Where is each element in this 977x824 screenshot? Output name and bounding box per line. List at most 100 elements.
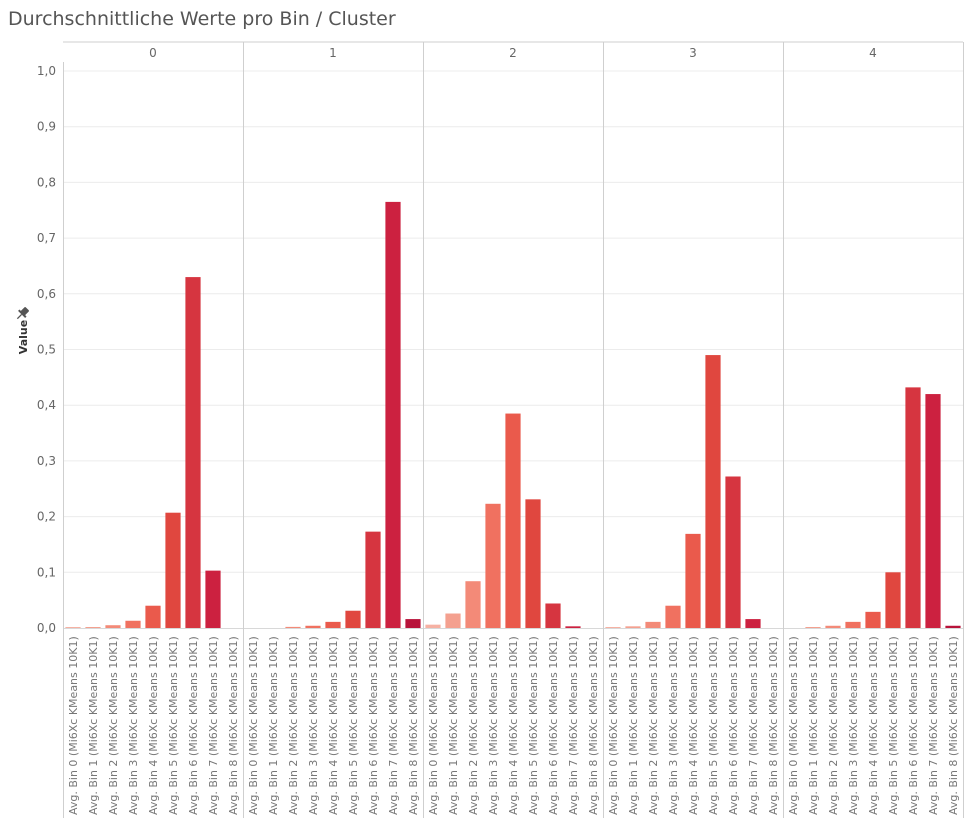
x-category-label: Avg. Bin 6 (Mi6Xc KMeans 10K1) <box>547 636 560 815</box>
x-category-label: Avg. Bin 4 (Mi6Xc KMeans 10K1) <box>147 636 160 815</box>
panel-header-4: 4 <box>869 46 877 60</box>
y-tick-label: 0,6 <box>37 287 56 301</box>
bar-cluster-1-bin-8[interactable] <box>405 619 421 628</box>
x-category-label: Avg. Bin 6 (Mi6Xc KMeans 10K1) <box>907 636 920 815</box>
y-tick-label: 0,8 <box>37 175 56 189</box>
x-category-label: Avg. Bin 7 (Mi6Xc KMeans 10K1) <box>567 636 580 815</box>
bar-cluster-3-bin-4[interactable] <box>685 533 701 628</box>
y-tick-label: 0,3 <box>37 454 56 468</box>
bar-cluster-2-bin-2[interactable] <box>465 581 481 628</box>
panel-headers: 0 1 2 3 4 <box>149 46 877 60</box>
bar-cluster-2-bin-3[interactable] <box>485 503 501 628</box>
y-tick-label: 0,0 <box>37 621 56 635</box>
bar-cluster-4-bin-3[interactable] <box>845 621 861 628</box>
bar-cluster-0-bin-7[interactable] <box>205 570 221 628</box>
x-category-label: Avg. Bin 2 (Mi6Xc KMeans 10K1) <box>647 636 660 815</box>
x-category-label: Avg. Bin 1 (Mi6Xc KMeans 10K1) <box>807 636 820 815</box>
x-category-label: Avg. Bin 7 (Mi6Xc KMeans 10K1) <box>927 636 940 815</box>
bar-cluster-1-bin-5[interactable] <box>345 610 361 628</box>
bar-cluster-2-bin-0[interactable] <box>425 624 441 628</box>
x-category-label: Avg. Bin 7 (Mi6Xc KMeans 10K1) <box>387 636 400 815</box>
bar-cluster-3-bin-1[interactable] <box>625 626 641 628</box>
bar-cluster-1-bin-6[interactable] <box>365 531 381 628</box>
x-category-label: Avg. Bin 8 (Mi6Xc KMeans 10K1) <box>947 636 960 815</box>
bar-cluster-2-bin-1[interactable] <box>445 613 461 628</box>
bar-cluster-0-bin-3[interactable] <box>125 620 141 628</box>
bar-cluster-3-bin-0[interactable] <box>605 627 621 628</box>
x-category-label: Avg. Bin 1 (Mi6Xc KMeans 10K1) <box>267 636 280 815</box>
x-category-label: Avg. Bin 3 (Mi6Xc KMeans 10K1) <box>307 636 320 815</box>
x-category-label: Avg. Bin 8 (Mi6Xc KMeans 10K1) <box>587 636 600 815</box>
bar-cluster-3-bin-6[interactable] <box>725 476 741 628</box>
bar-cluster-0-bin-1[interactable] <box>85 627 101 628</box>
x-category-label: Avg. Bin 1 (Mi6Xc KMeans 10K1) <box>447 636 460 815</box>
bar-cluster-4-bin-7[interactable] <box>925 394 941 628</box>
x-category-label: Avg. Bin 1 (Mi6Xc KMeans 10K1) <box>87 636 100 815</box>
x-category-label: Avg. Bin 3 (Mi6Xc KMeans 10K1) <box>127 636 140 815</box>
x-category-label: Avg. Bin 6 (Mi6Xc KMeans 10K1) <box>367 636 380 815</box>
bar-cluster-3-bin-7[interactable] <box>745 619 761 628</box>
panel-header-2: 2 <box>509 46 517 60</box>
bar-cluster-2-bin-4[interactable] <box>505 413 521 628</box>
panel-frame <box>63 41 964 818</box>
pin-icon[interactable] <box>14 305 31 322</box>
x-category-label: Avg. Bin 0 (Mi6Xc KMeans 10K1) <box>787 636 800 815</box>
bar-cluster-1-bin-7[interactable] <box>385 201 401 628</box>
bar-cluster-0-bin-4[interactable] <box>145 605 161 628</box>
bar-cluster-0-bin-6[interactable] <box>185 277 201 628</box>
x-axis-labels: Avg. Bin 0 (Mi6Xc KMeans 10K1) Avg. Bin 1… <box>67 636 960 815</box>
x-category-label: Avg. Bin 0 (Mi6Xc KMeans 10K1) <box>607 636 620 815</box>
x-category-label: Avg. Bin 8 (Mi6Xc KMeans 10K1) <box>407 636 420 815</box>
bar-cluster-4-bin-6[interactable] <box>905 387 921 628</box>
x-category-label: Avg. Bin 5 (Mi6Xc KMeans 10K1) <box>887 636 900 815</box>
bar-cluster-4-bin-5[interactable] <box>885 572 901 628</box>
bar-cluster-4-bin-8[interactable] <box>945 625 961 628</box>
y-tick-label: 0,7 <box>37 231 56 245</box>
x-category-label: Avg. Bin 7 (Mi6Xc KMeans 10K1) <box>207 636 220 815</box>
chart-title: Durchschnittliche Werte pro Bin / Cluste… <box>8 8 396 30</box>
bar-cluster-2-bin-6[interactable] <box>545 603 561 628</box>
y-tick-label: 0,5 <box>37 343 56 357</box>
x-category-label: Avg. Bin 3 (Mi6Xc KMeans 10K1) <box>667 636 680 815</box>
x-category-label: Avg. Bin 4 (Mi6Xc KMeans 10K1) <box>327 636 340 815</box>
bars <box>65 201 961 628</box>
bar-cluster-3-bin-2[interactable] <box>645 621 661 628</box>
bar-cluster-1-bin-3[interactable] <box>305 625 321 628</box>
panel-header-3: 3 <box>689 46 697 60</box>
bar-cluster-4-bin-2[interactable] <box>825 625 841 628</box>
bar-cluster-4-bin-1[interactable] <box>805 627 821 628</box>
bar-cluster-2-bin-5[interactable] <box>525 499 541 628</box>
x-category-label: Avg. Bin 2 (Mi6Xc KMeans 10K1) <box>467 636 480 815</box>
y-tick-label: 0,1 <box>37 565 56 579</box>
y-tick-label: 0,9 <box>37 120 56 134</box>
y-tick-label: 0,4 <box>37 398 56 412</box>
bar-cluster-3-bin-3[interactable] <box>665 605 681 628</box>
x-category-label: Avg. Bin 4 (Mi6Xc KMeans 10K1) <box>867 636 880 815</box>
x-category-label: Avg. Bin 0 (Mi6Xc KMeans 10K1) <box>427 636 440 815</box>
bar-cluster-1-bin-4[interactable] <box>325 621 341 628</box>
y-axis: Value 0,0 0,1 0,2 0,3 0,4 0,5 0,6 0,7 0,8 0,9 1,0 <box>14 64 56 635</box>
bar-cluster-0-bin-5[interactable] <box>165 512 181 628</box>
bar-cluster-0-bin-0[interactable] <box>65 627 81 628</box>
x-category-label: Avg. Bin 4 (Mi6Xc KMeans 10K1) <box>687 636 700 815</box>
x-category-label: Avg. Bin 3 (Mi6Xc KMeans 10K1) <box>487 636 500 815</box>
bar-cluster-3-bin-5[interactable] <box>705 355 721 628</box>
x-category-label: Avg. Bin 2 (Mi6Xc KMeans 10K1) <box>827 636 840 815</box>
y-tick-label: 1,0 <box>37 64 56 78</box>
x-category-label: Avg. Bin 6 (Mi6Xc KMeans 10K1) <box>727 636 740 815</box>
pin-collar <box>18 309 27 318</box>
panel-header-1: 1 <box>329 46 337 60</box>
x-category-label: Avg. Bin 7 (Mi6Xc KMeans 10K1) <box>747 636 760 815</box>
x-category-label: Avg. Bin 8 (Mi6Xc KMeans 10K1) <box>767 636 780 815</box>
bar-cluster-1-bin-2[interactable] <box>285 626 301 628</box>
y-axis-title: Value <box>17 320 30 354</box>
x-category-label: Avg. Bin 4 (Mi6Xc KMeans 10K1) <box>507 636 520 815</box>
bar-cluster-2-bin-7[interactable] <box>565 626 581 628</box>
y-tick-label: 0,2 <box>37 510 56 524</box>
x-category-label: Avg. Bin 0 (Mi6Xc KMeans 10K1) <box>67 636 80 815</box>
panel-header-0: 0 <box>149 46 157 60</box>
x-category-label: Avg. Bin 0 (Mi6Xc KMeans 10K1) <box>247 636 260 815</box>
bar-cluster-4-bin-4[interactable] <box>865 611 881 628</box>
bar-cluster-0-bin-2[interactable] <box>105 625 121 628</box>
